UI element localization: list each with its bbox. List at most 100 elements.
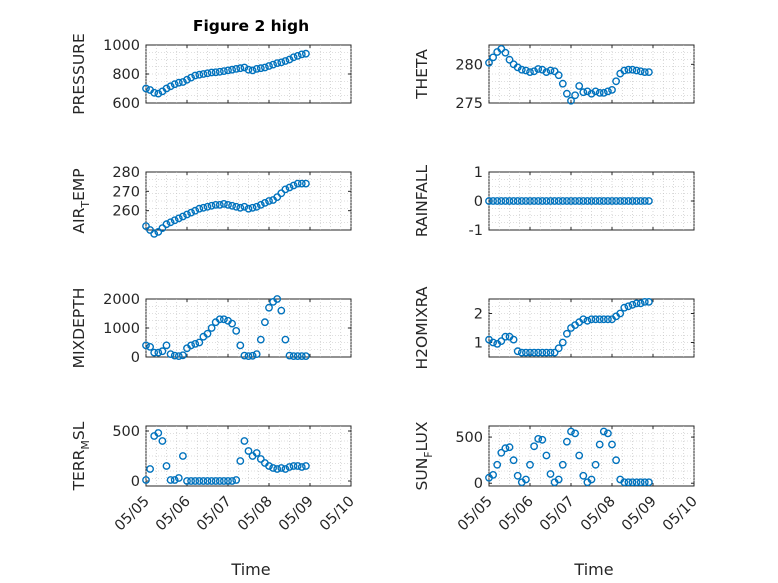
data-point [207,68,216,77]
data-point [501,444,510,453]
data-point [554,475,563,484]
data-point [170,476,179,484]
data-point [517,348,526,357]
data-point [509,335,518,344]
data-point [513,197,522,205]
data-point [546,470,555,478]
data-point [293,462,302,470]
data-point [203,329,212,338]
data-point [256,200,265,209]
data-point [501,197,510,205]
data-point [587,89,596,98]
data-point [158,224,167,233]
data-point [591,87,600,96]
data-point [604,197,612,205]
data-point [587,475,596,484]
data-point [567,197,575,205]
y-tick-label: 2000 [103,292,140,308]
data-point [248,351,257,360]
data-point [595,89,604,97]
data-point [281,465,290,473]
data-point [162,84,171,93]
data-point [174,78,183,87]
data-point [583,197,592,205]
data-point [546,66,555,75]
data-point [571,429,579,438]
data-point [191,206,200,215]
data-point [493,197,502,205]
data-point [546,197,555,205]
x-tick-label: 05/09 [619,494,660,535]
subplot-theta: 275 280 THETA [413,44,695,112]
data-point [289,352,298,360]
data-point [513,63,522,72]
data-point [187,341,196,350]
x-tick-label: 05/09 [276,494,317,535]
y-tick-label: 275 [455,96,483,112]
data-point [293,52,302,60]
data-point [187,208,196,217]
data-point [285,183,294,192]
data-point [640,68,649,77]
data-point [301,179,310,188]
y-axis-label: SUNFLUX [413,421,435,490]
data-point [530,197,538,205]
data-point [232,202,241,211]
data-point [260,63,269,72]
data-point [620,303,629,312]
data-point [563,437,571,446]
x-tick-label: 05/10 [317,494,358,535]
data-point [248,203,257,212]
data-point [583,316,592,325]
data-point [632,478,641,487]
data-point [616,309,625,318]
data-point [142,222,150,231]
y-axis-label: AIRTEMP [70,168,92,233]
data-point [236,457,245,465]
y-tick-label: 0 [131,350,140,366]
data-point [297,463,306,471]
data-point [599,427,608,436]
data-point [575,197,584,205]
series-points [142,49,310,98]
data-point [612,456,620,465]
data-point [195,477,204,485]
data-point [645,297,653,306]
data-point [150,348,159,357]
data-point [224,200,232,209]
subplot-terr_msl: 05/05 05/06 05/07 05/08 05/09 05/10 0 500 TERRMS… [70,421,358,534]
data-point [244,204,253,213]
data-point [595,440,604,449]
data-point [232,65,241,73]
data-point [240,437,249,445]
y-tick-label: -1 [469,223,483,239]
data-point [195,204,204,213]
figure-title: Figure 2 high [193,17,309,35]
data-point [146,342,155,351]
data-point [260,198,269,207]
subplot-sun_flux: 05/05 05/06 05/07 05/08 05/09 05/10 0 500 SUNFLU… [413,421,701,534]
data-point [150,88,159,97]
data-point [158,347,167,356]
data-point [207,201,216,210]
data-point [178,452,187,460]
data-point [187,477,196,485]
data-point [150,229,159,238]
data-point [273,59,282,67]
data-point [538,348,547,357]
data-point [285,463,294,471]
data-point [174,214,183,223]
data-point [526,197,534,205]
data-point [620,66,629,75]
data-point [174,352,183,360]
y-tick-label: 270 [112,184,140,200]
data-point [207,324,216,332]
data-point [260,318,269,327]
data-point [522,348,530,357]
data-point [505,197,514,205]
data-point [563,197,571,205]
data-point [558,197,567,205]
data-point [628,197,637,205]
data-point [277,58,286,67]
data-point [199,70,208,78]
